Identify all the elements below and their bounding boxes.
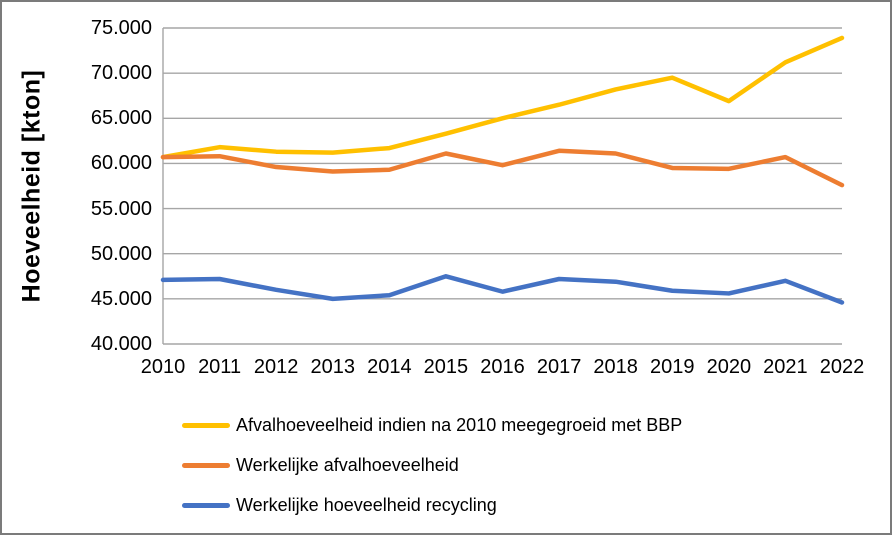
x-tick-label: 2015 [423,356,469,378]
legend-item-2: Werkelijke hoeveelheid recycling [182,485,682,525]
x-tick-label: 2013 [310,356,356,378]
y-tick-label: 65.000 [90,107,152,130]
legend-label: Afvalhoeveelheid indien na 2010 meegegro… [236,414,683,435]
legend: Afvalhoeveelheid indien na 2010 meegegro… [182,405,682,525]
y-tick-label: 55.000 [90,197,152,220]
y-axis-title: Hoeveelheid [kton] [17,69,46,303]
legend-label: Werkelijke afvalhoeveelheid [236,454,459,475]
x-tick-label: 2011 [198,356,242,378]
legend-line-swatch [182,422,230,428]
x-tick-label: 2021 [763,356,808,378]
x-tick-label: 2016 [480,356,525,378]
x-tick-label: 2014 [367,356,412,378]
legend-line-swatch [182,502,230,508]
legend-label: Werkelijke hoeveelheid recycling [236,494,497,515]
x-tick-label: 2019 [650,356,695,378]
x-tick-label: 2012 [253,356,299,378]
y-tick-label: 70.000 [90,62,152,85]
x-tick-label: 2010 [140,356,186,378]
y-tick-label: 40.000 [90,333,152,355]
y-tick-label: 50.000 [90,242,152,265]
x-tick-label: 2017 [536,356,582,378]
x-tick-label: 2018 [593,356,638,378]
series-line-2 [160,274,845,305]
legend-item-1: Werkelijke afvalhoeveelheid [182,445,682,485]
series-line-1 [160,148,845,188]
series-line-0 [160,35,845,160]
legend-line-swatch [182,462,230,468]
legend-item-0: Afvalhoeveelheid indien na 2010 meegegro… [182,405,682,445]
y-tick-label: 45.000 [90,287,152,310]
x-tick-label: 2022 [819,356,865,378]
y-tick-label: 75.000 [90,17,152,39]
x-tick-label: 2020 [706,356,752,378]
y-tick-label: 60.000 [90,152,152,175]
